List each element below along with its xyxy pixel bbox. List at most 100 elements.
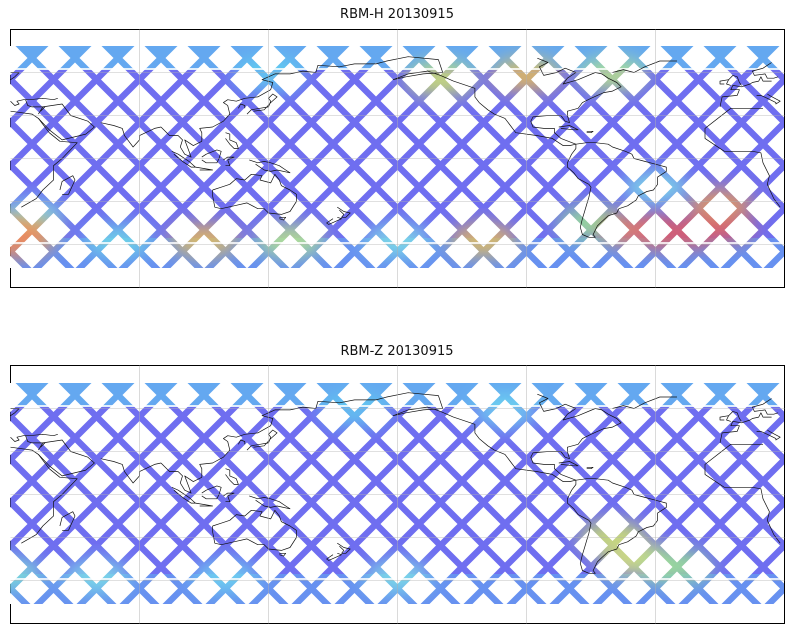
swath-gap [423,507,458,541]
swath-gap [144,191,178,226]
swath-gap [681,464,716,498]
swath-gap [0,615,6,633]
swath-gap [101,62,135,97]
swath-gap [294,127,329,161]
swath-gap [337,383,372,412]
coastline-path [751,62,779,79]
swath-gap [574,485,608,520]
swath-gap [337,507,372,541]
swath-gap [230,399,264,434]
swath-gap [0,572,6,606]
swath-gap [294,383,329,412]
coastline-path [212,173,297,215]
swath-gap [273,485,307,520]
swath-gap [703,528,737,563]
swath-gap [789,278,794,312]
swath-gap [294,46,329,75]
swath-gap [79,464,114,498]
swath-gap [36,46,71,75]
swath-gap [445,571,479,604]
swath-gap [273,442,307,477]
swath-gap [165,46,200,75]
swath-gap [617,485,651,520]
swath-gap [703,399,737,434]
swath-gap [79,421,114,455]
swath-gap [58,105,92,140]
swath-gap [294,170,329,204]
swath-gap [165,464,200,498]
swath-gap [681,213,716,247]
swath-gap [15,442,49,477]
swath-gap [58,148,92,183]
swath-gap [660,62,694,97]
swath-gap [789,615,794,633]
swath-gap [273,528,307,563]
swath-gap [746,485,780,520]
coastline-path [100,122,162,148]
swath-gap [767,383,784,412]
swath-gap [681,127,716,161]
swath-gap [0,106,6,140]
swath-gap [703,105,737,140]
swath-gap [724,84,759,118]
swath-gap [445,528,479,563]
swath-gap [36,127,71,161]
swath-gap [767,46,784,75]
coastline-path [337,542,351,554]
coastline-path [558,461,579,467]
swath-gap [85,593,108,604]
swath-gap [101,528,135,563]
swath-gap [230,234,264,268]
swath-gap [15,148,49,183]
swath-gap [531,191,565,226]
swath-gap [681,550,716,584]
swath-gap [402,485,436,520]
swath-gap [208,46,243,75]
swath-gap [724,550,759,584]
swath-gap [552,383,587,412]
swath-gap [10,256,23,268]
swath-gap [187,571,221,604]
swath-gap [58,399,92,434]
coastline-path [558,125,579,131]
swath-gap [488,399,522,434]
swath-gap [617,528,651,563]
swath-gap [15,399,49,434]
coastline-path [225,468,239,485]
swath-gap [101,399,135,434]
swath-gap [41,256,66,268]
swath-gap [724,213,759,247]
coastline-path [10,110,78,208]
swath-gap [423,213,458,247]
swath-gap [617,148,651,183]
gridlines-top [10,29,785,288]
swath-gap [10,46,28,75]
swath-gap [0,443,6,477]
swath-gap [531,442,565,477]
swath-gap [15,191,49,226]
swath-gap [488,62,522,97]
swath-gap [703,234,737,268]
swath-gap [595,550,630,584]
coastline-path [326,216,342,225]
coastline-path [756,93,781,105]
swath-gap [767,421,784,455]
map-title-bottom: RBM-Z 20130915 [340,344,454,359]
swath-gap [337,46,372,75]
swath-gap [595,170,630,204]
swath-gap [230,191,264,226]
swath-gap [144,234,178,268]
swath-gap [299,256,324,268]
swath-gap [58,571,92,604]
coastline-path [704,107,781,208]
swath-gap [595,421,630,455]
coastline-path [719,76,772,107]
swath-gap [337,421,372,455]
swath-gap [165,421,200,455]
swath-gap [208,464,243,498]
coastline-path [756,429,781,441]
coastline-path [25,99,46,112]
swath-gap [208,383,243,412]
coastline-path [10,446,78,544]
swath-gap [703,485,737,520]
